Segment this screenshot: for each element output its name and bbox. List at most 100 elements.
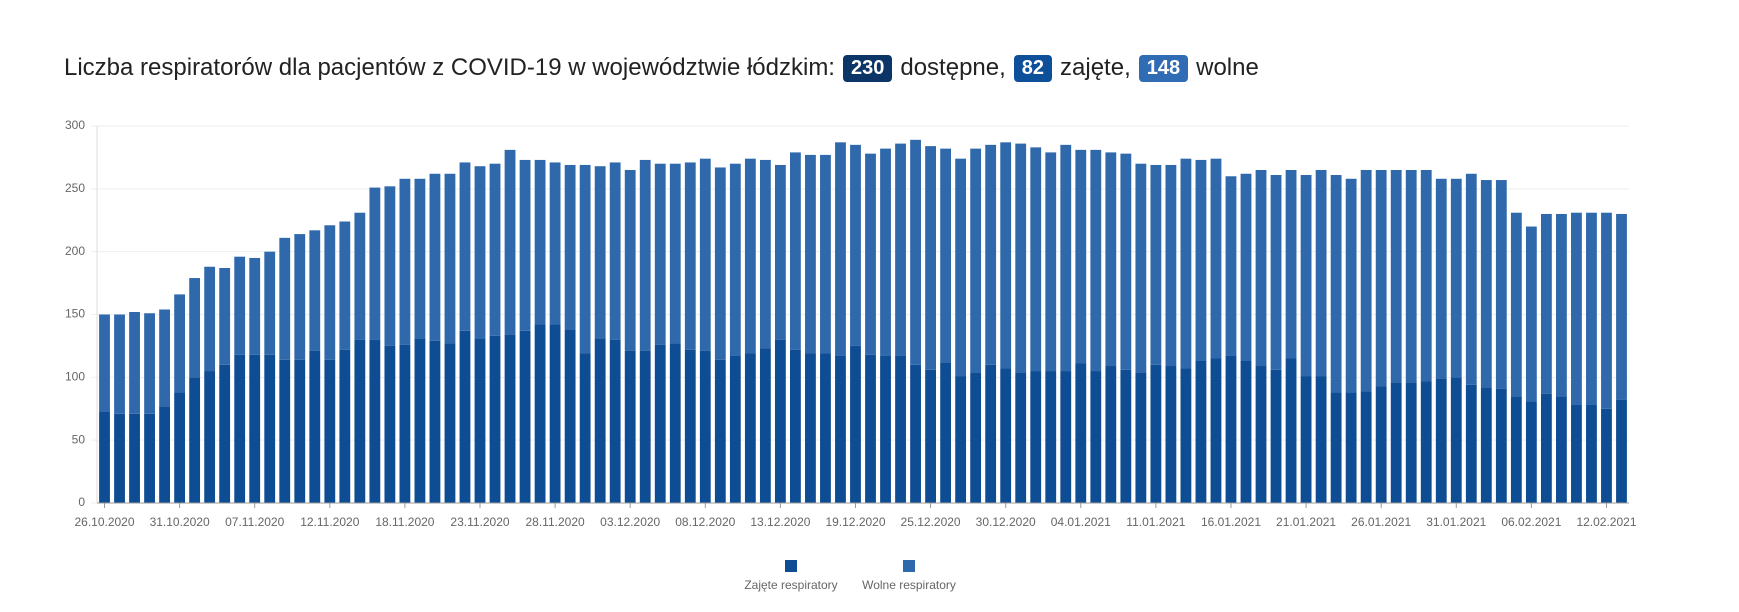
x-tick-label: 12.02.2021 bbox=[1576, 515, 1636, 529]
x-tick-label: 21.01.2021 bbox=[1276, 515, 1336, 529]
bar-segment bbox=[1330, 392, 1342, 503]
x-tick-label: 26.01.2021 bbox=[1351, 515, 1411, 529]
bar-segment bbox=[339, 349, 351, 503]
bar-segment bbox=[1556, 396, 1567, 503]
bar-segment bbox=[174, 294, 186, 393]
x-tick-label: 31.01.2021 bbox=[1426, 515, 1486, 529]
bar-segment bbox=[1030, 371, 1042, 503]
bar-segment bbox=[684, 349, 696, 503]
bar-segment bbox=[279, 237, 291, 360]
bar-segment bbox=[579, 164, 591, 354]
bar-segment bbox=[1495, 180, 1507, 389]
bar-segment bbox=[1450, 178, 1462, 378]
bar-segment bbox=[1616, 213, 1627, 400]
bar-segment bbox=[1465, 173, 1477, 385]
bar-segment bbox=[1210, 158, 1222, 359]
bar-segment bbox=[384, 186, 396, 346]
x-tick-label: 11.01.2021 bbox=[1126, 515, 1185, 529]
bar-segment bbox=[1616, 399, 1627, 503]
bar-segment bbox=[820, 154, 831, 354]
bar-segment bbox=[729, 355, 741, 503]
bar-segment bbox=[609, 339, 621, 503]
bar-segment bbox=[1090, 371, 1102, 503]
bar-segment bbox=[1045, 152, 1057, 372]
bar-segment bbox=[1120, 369, 1132, 503]
bar-segment bbox=[474, 166, 486, 339]
bar-segment bbox=[1540, 213, 1552, 394]
bar-segment bbox=[204, 371, 216, 503]
x-tick-label: 04.01.2021 bbox=[1051, 515, 1111, 529]
bar-segment bbox=[684, 162, 696, 350]
bar-segment bbox=[1000, 368, 1012, 503]
bar-segment bbox=[910, 139, 921, 365]
bar-segment bbox=[114, 314, 125, 414]
bar-segment bbox=[204, 266, 216, 372]
badge: 148 bbox=[1138, 54, 1189, 82]
bar-segment bbox=[489, 163, 501, 336]
bar-segment bbox=[1375, 169, 1387, 387]
bar-segment bbox=[970, 148, 982, 373]
bar-segment bbox=[759, 159, 771, 349]
bar-segment bbox=[1015, 372, 1027, 503]
bar-segment bbox=[219, 268, 231, 365]
bar-segment bbox=[985, 144, 997, 365]
legend-label: Zajęte respiratory bbox=[744, 578, 837, 592]
bar-segment bbox=[1556, 213, 1567, 397]
bar-segment bbox=[309, 230, 321, 351]
bar-segment bbox=[880, 355, 891, 503]
bar-segment bbox=[159, 309, 170, 407]
bar-segment bbox=[144, 413, 155, 503]
bar-segment bbox=[1525, 226, 1537, 402]
bar-segment bbox=[669, 163, 681, 344]
bar-segment bbox=[865, 354, 876, 503]
x-tick-label: 16.01.2021 bbox=[1201, 515, 1261, 529]
bar-segment bbox=[1480, 180, 1492, 388]
bar-segment bbox=[1060, 371, 1072, 503]
legend-label: Wolne respiratory bbox=[862, 578, 956, 592]
bar-segment bbox=[925, 146, 936, 370]
bar-segment bbox=[1135, 372, 1147, 503]
bar-segment bbox=[1285, 358, 1297, 503]
bar-segment bbox=[714, 359, 726, 503]
bar-segment bbox=[429, 340, 441, 503]
bar-segment bbox=[970, 372, 982, 503]
bar-segment bbox=[1255, 169, 1267, 367]
bar-segment bbox=[880, 148, 891, 356]
bar-segment bbox=[714, 167, 726, 360]
bar-segment bbox=[925, 369, 936, 503]
bar-segment bbox=[774, 164, 786, 340]
bar-segment bbox=[234, 354, 246, 503]
bar-segment bbox=[1120, 153, 1132, 370]
bar-segment bbox=[324, 359, 336, 503]
bar-segment bbox=[369, 187, 381, 340]
bar-segment bbox=[264, 354, 276, 503]
x-tick-label: 08.12.2020 bbox=[675, 515, 735, 529]
bar-segment bbox=[354, 212, 366, 340]
bar-segment bbox=[1270, 175, 1282, 370]
bar-segment bbox=[835, 142, 846, 356]
x-tick-label: 23.11.2020 bbox=[450, 515, 509, 529]
bar-segment bbox=[1180, 158, 1192, 369]
bar-segment bbox=[805, 154, 816, 354]
bar-segment bbox=[354, 339, 366, 503]
bar-segment bbox=[1465, 384, 1477, 503]
bar-segment bbox=[850, 144, 861, 346]
bar-segment bbox=[1345, 392, 1357, 503]
bar-segment bbox=[594, 338, 606, 503]
bar-segment bbox=[219, 364, 231, 503]
bar-segment bbox=[790, 152, 801, 350]
bar-segment bbox=[1030, 147, 1042, 372]
bar-segment bbox=[504, 149, 516, 335]
bar-segment bbox=[759, 348, 771, 503]
bar-segment bbox=[1210, 358, 1222, 503]
bar-segment bbox=[144, 313, 155, 414]
badge: 82 bbox=[1013, 54, 1053, 82]
legend-swatch bbox=[903, 560, 915, 572]
bar-segment bbox=[189, 278, 201, 378]
y-tick-label: 300 bbox=[65, 118, 85, 132]
bar-segment bbox=[1150, 364, 1162, 503]
y-tick-label: 100 bbox=[65, 370, 85, 384]
bar-segment bbox=[129, 413, 140, 503]
bar-segment bbox=[624, 350, 636, 503]
